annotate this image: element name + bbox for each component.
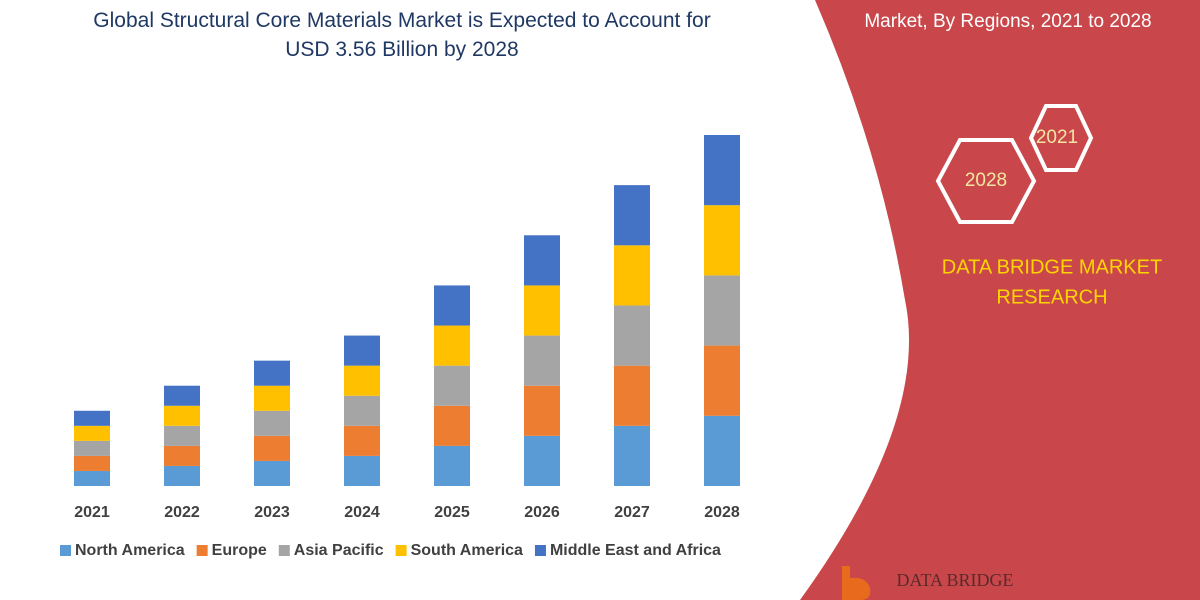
logo-text: DATA BRIDGE [896,570,1013,590]
bar-segment [704,275,740,346]
bar-segment [524,335,560,386]
bar-segment [704,205,740,276]
bar-segment [434,445,470,486]
legend-swatch [395,545,407,556]
x-tick-label: 2027 [614,504,650,521]
x-tick-label: 2025 [434,504,470,521]
bar-segment [164,445,200,466]
bar-segment [704,415,740,486]
bar-segment [254,435,290,461]
bar-segment [614,245,650,306]
logo-icon [842,566,871,600]
bar-segment [74,440,110,456]
bar-segment [524,235,560,286]
bar-segment [254,385,290,411]
bar-segment [524,285,560,336]
legend-swatch [278,545,290,556]
bar-segment [164,465,200,486]
bar-segment [344,335,380,366]
bar-segment [434,365,470,406]
legend-label: North America [75,542,185,559]
bar-segment [74,425,110,441]
bar-segment [164,425,200,446]
legend-label: Europe [212,542,267,559]
hexagon [1028,104,1094,172]
bar-segment [704,345,740,416]
bar-segment [614,305,650,366]
hexagon [935,138,1037,224]
bar-segment [254,360,290,386]
bar-segment [434,325,470,366]
legend-swatch [60,545,71,556]
bar-segment [434,405,470,446]
hex-label: 2028 [965,170,1007,191]
bar-segment [74,470,110,486]
x-tick-label: 2024 [344,504,380,521]
bar-segment [344,425,380,456]
legend-swatch [534,545,546,556]
x-tick-label: 2028 [704,504,740,521]
chart-title: Global Structural Core Materials Market … [93,9,711,61]
bar-segment [254,410,290,436]
legend-swatch [196,545,208,556]
panel-heading: Market, By Regions, 2021 to 2028 [864,11,1151,32]
bar-segment [74,455,110,471]
x-tick-label: 2023 [254,504,290,521]
legend-label: Middle East and Africa [550,542,721,559]
bar-segment [344,365,380,396]
bar-segment [344,395,380,426]
bar-segment [614,425,650,486]
legend-label: Asia Pacific [294,542,384,559]
bar-segment [704,135,740,206]
x-tick-label: 2022 [164,504,200,521]
bar-segment [254,460,290,486]
brand-text: RESEARCH [996,286,1107,308]
x-tick-label: 2026 [524,504,560,521]
bar-segment [614,365,650,426]
bar-segment [74,410,110,426]
side-panel [800,0,1200,600]
x-tick-label: 2021 [74,504,110,521]
bar-segment [524,435,560,486]
legend-label: South America [411,542,523,559]
hex-label: 2021 [1036,127,1078,148]
bar-segment [164,405,200,426]
bar-segment [344,455,380,486]
bar-segment [434,285,470,326]
bar-segment [164,385,200,406]
bar-segment [614,185,650,246]
bar-segment [524,385,560,436]
brand-text: DATA BRIDGE MARKET [942,256,1162,278]
